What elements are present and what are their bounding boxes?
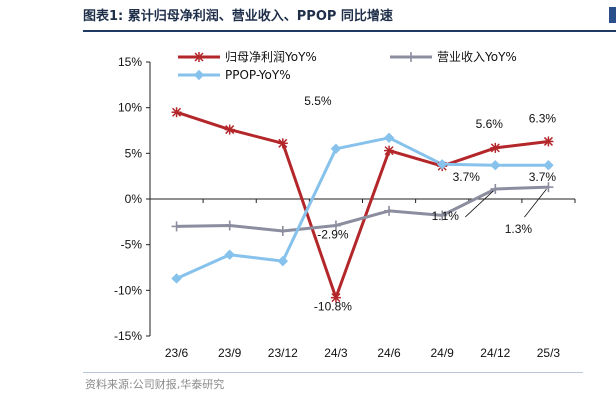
data-point-s0-1 <box>224 124 235 135</box>
data-point-s2-7 <box>543 159 554 171</box>
chart-legend: 归母净利润YoY% 营业收入YoY% PPOP-YoY% <box>178 50 517 82</box>
source-note: 资料来源:公司财报,华泰研究 <box>85 378 225 391</box>
y-tick-label: 5% <box>125 146 143 160</box>
marker-stroke <box>278 138 288 148</box>
x-tick-label: 23/6 <box>165 346 189 360</box>
marker-stroke <box>384 146 394 156</box>
data-point-s0-0 <box>171 107 182 118</box>
series-line-2 <box>175 136 549 280</box>
data-point-s1-6 <box>490 183 501 194</box>
source-rule <box>83 372 583 373</box>
data-label: 3.7% <box>529 170 557 184</box>
legend-label: 营业收入YoY% <box>437 50 517 64</box>
series-line-0 <box>176 110 549 300</box>
series-line-1 <box>176 185 549 233</box>
data-label: -10.8% <box>314 300 352 314</box>
line-chart: -15% -10% -5% 0% 5% 10% 15% 23/6 23/9 23/12 24/3 24… <box>114 50 576 360</box>
x-tick-label: 24/12 <box>480 346 510 360</box>
legend-marker-2 <box>193 69 205 81</box>
y-tick-label: 10% <box>118 101 142 115</box>
x-tick-label: 23/9 <box>218 346 242 360</box>
x-tick-label: 24/6 <box>377 346 401 360</box>
data-label: 1.1% <box>432 209 460 223</box>
marker-stroke <box>225 125 235 135</box>
legend-label: 归母净利润YoY% <box>225 50 317 64</box>
data-point-s0-3 <box>330 292 341 303</box>
x-tick-label: 24/9 <box>431 346 455 360</box>
data-point-s2-6 <box>490 159 501 171</box>
data-point-s2-1 <box>224 249 235 260</box>
chart-series <box>175 110 549 300</box>
chart-annotations: 5.5% -2.9% -10.8% 5.6% 6.3% 3.7% 3.7% 1.1% 1.3% <box>304 94 556 314</box>
chart-markers <box>171 107 554 303</box>
y-tick-label: 0% <box>125 192 143 206</box>
annotation-leader <box>465 190 494 218</box>
data-label: 1.3% <box>505 222 533 236</box>
data-point-s0-7 <box>543 136 554 147</box>
data-label: 3.7% <box>453 170 481 184</box>
data-point-s2-5 <box>436 159 448 170</box>
marker-stroke <box>331 293 341 303</box>
y-tick-label: -5% <box>121 238 143 252</box>
title-rule <box>83 30 616 32</box>
data-point-s2-4 <box>383 132 395 144</box>
data-label: 5.5% <box>304 94 332 108</box>
annotation-leader <box>524 188 547 218</box>
figure-title: 图表1: 累计归母净利润、营业收入、PPOP 同比增速 <box>83 9 393 24</box>
data-point-s2-2 <box>277 255 289 267</box>
legend-label: PPOP-YoY% <box>225 68 291 82</box>
marker-stroke <box>172 107 182 117</box>
data-point-s1-1 <box>224 220 235 231</box>
data-point-s1-7 <box>543 182 554 193</box>
chart-axes: -15% -10% -5% 0% 5% 10% 15% 23/6 23/9 23/12 24/3 24… <box>114 55 576 360</box>
page-edge-fragment <box>609 7 616 23</box>
data-point-s0-6 <box>490 142 501 153</box>
data-point-s0-4 <box>384 145 395 156</box>
marker-stroke <box>543 136 553 146</box>
y-tick-label: -15% <box>114 329 142 343</box>
data-point-s1-2 <box>277 225 288 236</box>
x-tick-label: 25/3 <box>537 346 561 360</box>
data-label: 6.3% <box>529 111 557 125</box>
data-point-s0-2 <box>277 138 288 149</box>
data-label: -2.9% <box>317 227 349 241</box>
x-tick-label: 24/3 <box>324 346 348 360</box>
marker-stroke <box>194 52 204 62</box>
data-point-s1-4 <box>384 205 395 216</box>
x-tick-label: 23/12 <box>268 346 298 360</box>
y-tick-label: -10% <box>114 283 142 297</box>
data-point-s1-5 <box>437 210 448 221</box>
legend-marker-1 <box>406 52 416 62</box>
data-label: 5.6% <box>476 117 504 131</box>
y-tick-label: 15% <box>118 55 142 69</box>
legend-marker-0 <box>194 52 204 62</box>
data-point-s2-0 <box>171 273 182 284</box>
data-point-s2-3 <box>330 143 342 154</box>
data-point-s1-3 <box>330 220 341 231</box>
marker-stroke <box>490 143 500 153</box>
data-point-s1-0 <box>171 221 182 232</box>
